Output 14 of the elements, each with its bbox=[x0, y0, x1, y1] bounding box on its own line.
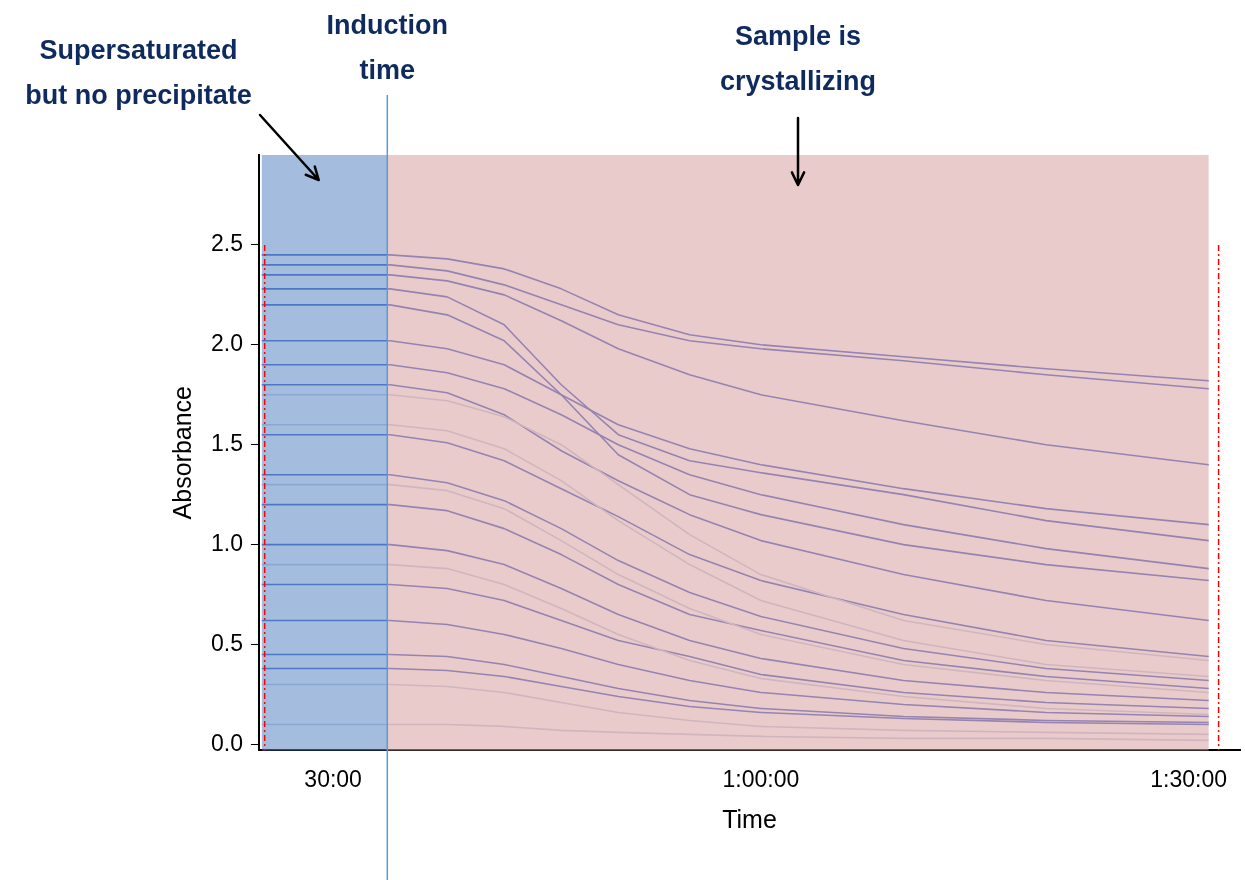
y-axis-title: Absorbance bbox=[167, 385, 196, 520]
x-tick-label: 1:30:00 bbox=[1150, 765, 1228, 792]
y-tick-label: 0.5 bbox=[210, 629, 243, 656]
x-axis-title: Time bbox=[722, 804, 777, 833]
band-label: Supersaturated but no precipitate bbox=[25, 35, 252, 111]
x-tick-label: 30:00 bbox=[304, 765, 362, 792]
x-tick-label: 1:00:00 bbox=[722, 765, 800, 792]
y-tick-label: 2.5 bbox=[210, 230, 243, 257]
y-tick-label: 2.0 bbox=[210, 330, 243, 357]
ref-line-label: Induction time bbox=[326, 10, 449, 86]
y-tick-label: 1.0 bbox=[210, 529, 243, 556]
band-label: Sample is crystallizing bbox=[719, 21, 876, 97]
y-tick-label: 0.0 bbox=[210, 729, 243, 756]
y-tick-label: 1.5 bbox=[210, 430, 243, 457]
